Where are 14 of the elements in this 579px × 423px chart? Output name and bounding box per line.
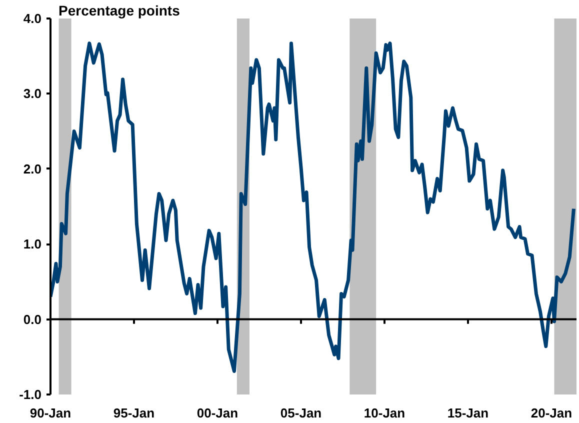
- x-tick-label: 20-Jan: [530, 406, 572, 420]
- y-tick-label: 2.0: [23, 161, 42, 176]
- y-tick-label: -1.0: [19, 387, 42, 402]
- x-tick-label: 05-Jan: [280, 406, 322, 420]
- y-tick-label: 0.0: [23, 312, 42, 327]
- x-tick-label: 90-Jan: [30, 406, 72, 420]
- y-axis-title: Percentage points: [58, 2, 180, 18]
- x-tick-label: 15-Jan: [447, 406, 489, 420]
- x-tick-label: 00-Jan: [196, 406, 238, 420]
- x-tick-label: 10-Jan: [364, 406, 406, 420]
- y-tick-label: 3.0: [23, 86, 42, 102]
- y-tick-label: 1.0: [23, 236, 42, 252]
- y-tick-label: 4.0: [23, 11, 42, 26]
- x-tick-label: 95-Jan: [113, 406, 155, 420]
